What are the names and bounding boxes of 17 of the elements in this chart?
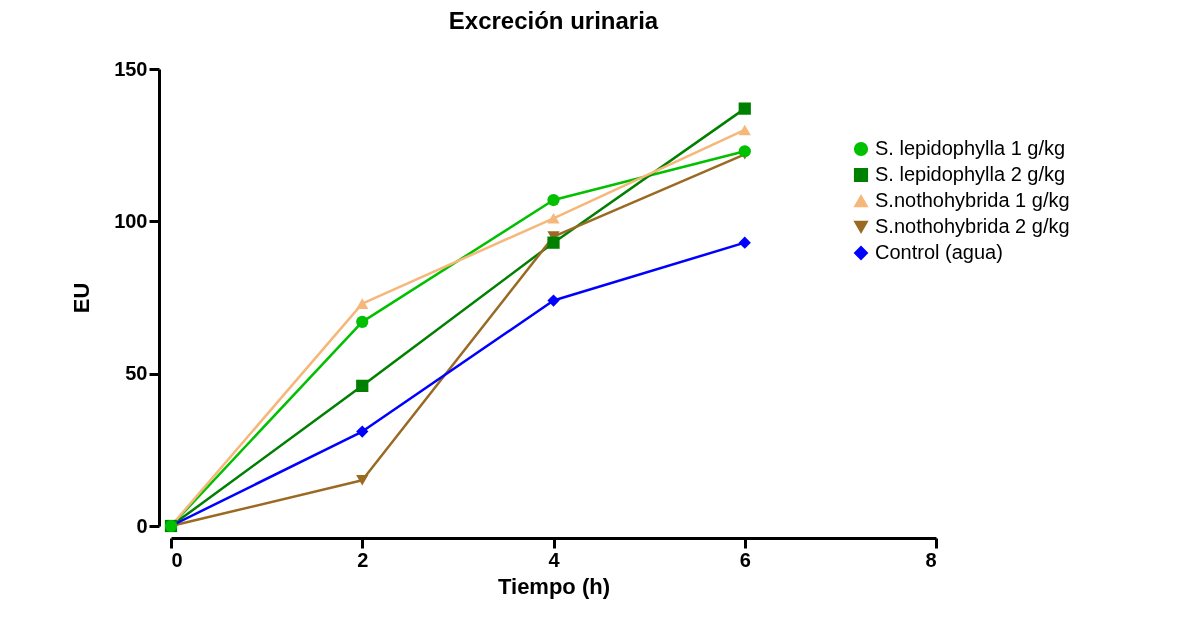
chart-title: Excreción urinaria [448,7,659,34]
legend-label: S.nothohybrida 1 g/kg [875,189,1070,211]
y-tick-label: 50 [125,362,148,385]
x-tick-label: 4 [548,548,561,571]
y-tick-label: 150 [114,57,148,80]
y-tick-label: 100 [114,209,148,232]
y-axis-title: EU [69,282,95,314]
x-tick-label: 6 [739,548,751,571]
x-tick-label: 2 [357,548,369,571]
y-tick-label: 0 [136,514,148,537]
x-tick-label: 8 [925,548,937,571]
legend-label: S. lepidophylla 2 g/kg [875,163,1066,185]
legend-label: S. lepidophylla 1 g/kg [875,137,1066,159]
x-tick-label: 0 [171,548,183,571]
legend-label: S.nothohybrida 2 g/kg [875,215,1070,237]
x-axis-title: Tiempo (h) [497,573,611,599]
legend-label: Control (agua) [875,241,1003,263]
